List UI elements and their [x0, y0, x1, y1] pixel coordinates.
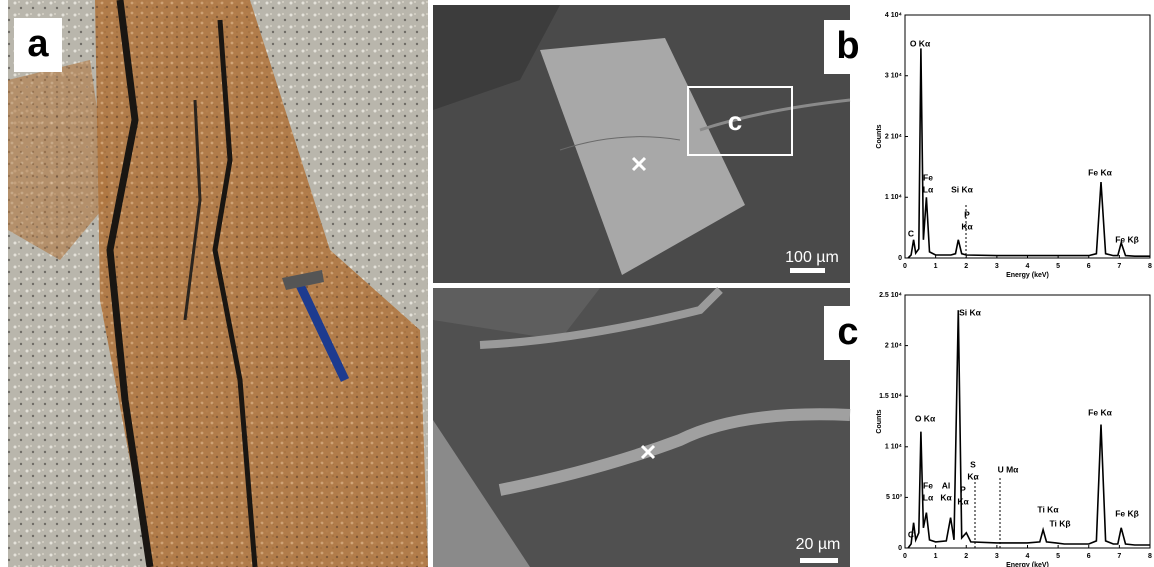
x-tick-label: 3 [995, 553, 999, 560]
peak-label: O Kα [910, 38, 931, 48]
x-tick-label: 1 [934, 553, 938, 560]
x-tick-label: 8 [1148, 553, 1152, 560]
peak-label: Fe Kα [1088, 167, 1112, 177]
x-tick-label: 2 [964, 263, 968, 270]
y-tick-label: 3 10⁴ [885, 73, 903, 80]
x-tick-label: 0 [903, 553, 907, 560]
y-axis-title: Counts [876, 124, 883, 148]
x-tick-label: 0 [903, 263, 907, 270]
peak-label: Fe [923, 172, 933, 182]
x-tick-label: 7 [1117, 553, 1121, 560]
peak-label: Kα [967, 471, 979, 481]
y-tick-label: 0 [898, 545, 902, 552]
plot-frame [904, 294, 1151, 549]
x-axis-title: Energy (keV) [1006, 272, 1049, 279]
panel-label: c [837, 311, 858, 353]
peak-label: Kα [940, 492, 952, 502]
x-tick-label: 1 [934, 263, 938, 270]
x-tick-label: 4 [1026, 263, 1030, 270]
y-tick-label: 1 10⁴ [885, 194, 903, 201]
panel-c-sem [433, 287, 872, 567]
y-tick-label: 4 10⁴ [885, 12, 903, 19]
plot-frame [904, 14, 1151, 259]
x-tick-label: 4 [1026, 553, 1030, 560]
peak-label: Al [942, 480, 951, 490]
x-tick-label: 8 [1148, 263, 1152, 270]
scale-bar-label: 20 µm [796, 536, 841, 553]
y-tick-label: 5 10³ [886, 494, 903, 501]
panel-label: a [27, 23, 49, 65]
x-tick-label: 3 [995, 263, 999, 270]
x-tick-label: 6 [1087, 263, 1091, 270]
peak-label: Si Kα [959, 307, 982, 317]
x-tick-label: 7 [1117, 263, 1121, 270]
scale-bar-label: 100 µm [785, 249, 839, 266]
peak-label: P [960, 484, 966, 494]
spectrum-line [907, 310, 1150, 549]
peak-label: U Mα [998, 464, 1020, 474]
x-tick-label: 5 [1056, 263, 1060, 270]
peak-label: Si Kα [951, 184, 974, 194]
y-tick-label: 0 [898, 255, 902, 262]
peak-label: S [970, 459, 976, 469]
panel-b-sem [433, 5, 872, 283]
y-tick-label: 1 10⁴ [885, 444, 903, 451]
y-tick-label: 2 10⁴ [885, 342, 903, 349]
panel-label: b [836, 25, 859, 67]
peak-label: Fe Kβ [1115, 234, 1139, 244]
panel-a-photo [8, 0, 428, 567]
peak-label: Fe Kα [1088, 407, 1112, 417]
peak-label: C [908, 228, 914, 238]
peak-label: O Kα [915, 413, 936, 423]
inset-label: c [728, 106, 742, 136]
peak-label: C [908, 529, 914, 539]
peak-label: Fe [923, 480, 933, 490]
y-tick-label: 2 10⁴ [885, 133, 903, 140]
y-tick-label: 2.5 10⁴ [879, 292, 902, 299]
peak-label: Ti Kβ [1049, 518, 1070, 528]
peak-label: Lα [923, 492, 934, 502]
x-tick-label: 5 [1056, 553, 1060, 560]
x-axis-title: Energy (keV) [1006, 562, 1049, 567]
y-tick-label: 1.5 10⁴ [879, 393, 902, 400]
y-axis-title: Counts [876, 409, 883, 433]
peak-label: Kα [957, 496, 969, 506]
peak-label: Kα [961, 221, 973, 231]
peak-label: Fe Kβ [1115, 508, 1139, 518]
x-tick-label: 2 [964, 553, 968, 560]
x-tick-label: 6 [1087, 553, 1091, 560]
spectrum-line [907, 48, 1150, 259]
peak-label: Ti Kα [1037, 504, 1059, 514]
peak-label: Lα [923, 184, 934, 194]
peak-label: P [964, 209, 970, 219]
